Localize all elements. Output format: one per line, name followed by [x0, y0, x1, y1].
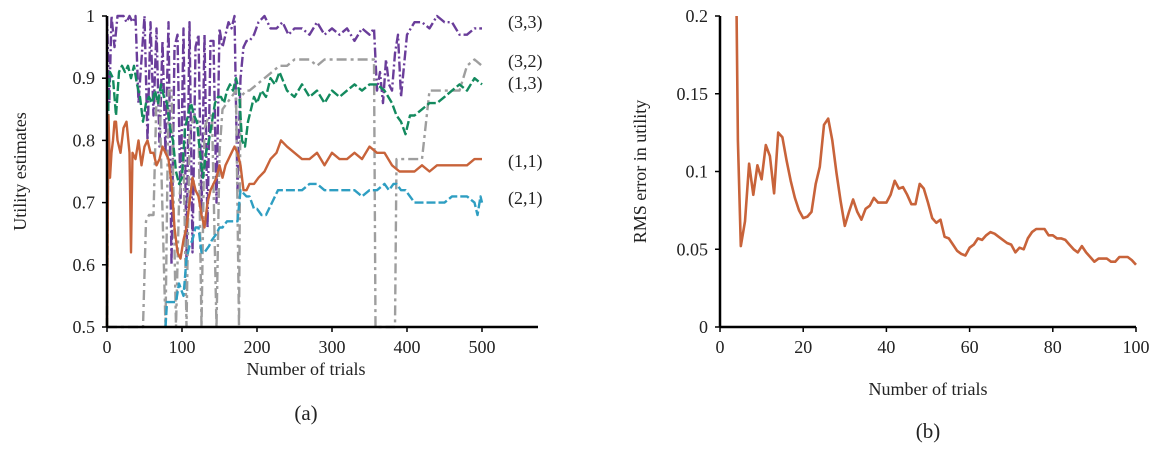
y-tick-label: 0.2 — [686, 6, 709, 26]
panel-b-label: (b) — [916, 419, 941, 443]
panel-b-rms-error: 0 0.05 0.1 0.15 0.2 0 20 40 60 80 100 Number of tr… — [630, 6, 1150, 443]
x-tick-label: 0 — [716, 337, 725, 357]
panel-a-y-axis-title: Utility estimates — [10, 112, 30, 231]
series-label: (3,2) — [508, 51, 543, 72]
y-tick-label: 0.9 — [73, 68, 96, 88]
x-tick-label: 0 — [103, 337, 112, 357]
panel-a-label: (a) — [294, 401, 317, 425]
panel-b-series-group — [735, 15, 1137, 266]
series-line-1-1 — [105, 114, 482, 328]
panel-a-series-labels: (3,3) (3,2)(1,3) (1,1) (2,1) — [508, 12, 543, 209]
series-label: (1,1) — [508, 151, 543, 172]
panel-a-series-group — [105, 14, 484, 329]
x-tick-label: 80 — [1044, 337, 1062, 357]
y-tick-label: 0.7 — [73, 193, 96, 213]
y-tick-label: 0 — [699, 317, 708, 337]
y-tick-label: 1 — [86, 6, 95, 26]
panel-b-y-axis-title: RMS error in utility — [630, 100, 650, 244]
x-tick-label: 200 — [244, 337, 271, 357]
panel-b-x-axis-title: Number of trials — [869, 379, 988, 399]
x-tick-label: 40 — [877, 337, 895, 357]
series-line-1-3 — [105, 64, 483, 328]
x-tick-label: 300 — [319, 337, 346, 357]
series-label: (3,3) — [508, 12, 543, 33]
panel-a-x-axis-title: Number of trials — [247, 359, 366, 379]
x-tick-label: 20 — [794, 337, 812, 357]
x-tick-label: 100 — [169, 337, 196, 357]
series-label: (1,3) — [508, 73, 543, 94]
x-tick-label: 400 — [394, 337, 421, 357]
panel-b-ticks: 0 0.05 0.1 0.15 0.2 0 20 40 60 80 100 — [677, 6, 1150, 357]
x-tick-label: 100 — [1123, 337, 1150, 357]
series-line-3-2 — [107, 58, 483, 329]
y-tick-label: 0.8 — [73, 130, 96, 150]
y-tick-label: 0.6 — [73, 255, 96, 275]
y-tick-label: 0.15 — [677, 84, 709, 104]
panel-a-utility-estimates: 0.50.60.70.80.910 100 200 300 400 500 (3,3)(3… — [10, 6, 543, 425]
y-tick-label: 0.05 — [677, 239, 709, 259]
panel-a-ticks: 0.5 0.6 0.7 0.8 0.9 1 0 100 200 300 400 500 — [73, 6, 496, 357]
y-tick-label: 0.1 — [686, 162, 709, 182]
series-label: (2,1) — [508, 188, 543, 209]
series-line-RMS-error — [735, 15, 1137, 266]
y-tick-label: 0.5 — [73, 317, 96, 337]
x-tick-label: 500 — [469, 337, 496, 357]
x-tick-label: 60 — [961, 337, 979, 357]
series-line-2-1 — [164, 182, 484, 328]
